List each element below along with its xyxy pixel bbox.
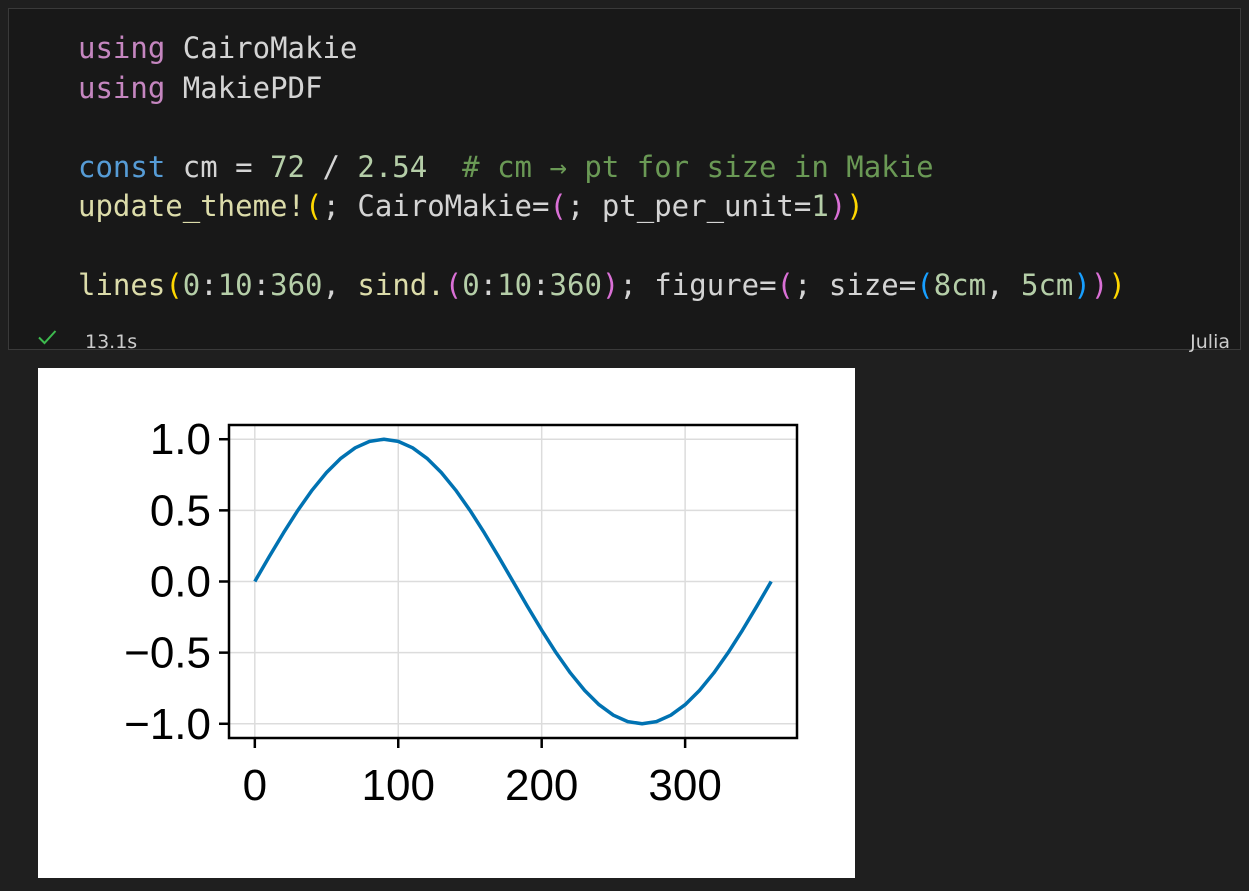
y-tick-label: 1.0 bbox=[150, 415, 211, 464]
code-token: , bbox=[986, 268, 1021, 302]
code-token: using bbox=[78, 31, 166, 65]
code-token: ) bbox=[601, 268, 620, 302]
code-token: 10 bbox=[217, 268, 253, 302]
execution-time: 13.1s bbox=[85, 331, 138, 353]
code-line[interactable]: update_theme!(; CairoMakie=(; pt_per_uni… bbox=[78, 187, 1126, 227]
code-line[interactable]: using MakiePDF bbox=[78, 69, 1126, 109]
cell-status-bar: 13.1s Julia bbox=[9, 318, 1240, 353]
chart-series bbox=[253, 437, 773, 726]
code-line[interactable]: using CairoMakie bbox=[78, 29, 1126, 69]
code-token: : bbox=[200, 268, 218, 302]
code-token: ( bbox=[165, 268, 183, 302]
y-tick-label: 0.5 bbox=[150, 486, 211, 535]
code-token: 360 bbox=[270, 268, 323, 302]
code-token: ; figure= bbox=[619, 268, 777, 302]
code-token: 2.54 bbox=[357, 149, 428, 184]
code-token: using bbox=[78, 70, 166, 105]
code-token: 5cm bbox=[1021, 268, 1074, 302]
checkmark-icon bbox=[38, 330, 57, 345]
code-token: CairoMakie bbox=[165, 31, 358, 65]
code-editor[interactable]: using CairoMakie using MakiePDF const cm =… bbox=[78, 29, 1126, 306]
code-line[interactable] bbox=[78, 227, 1126, 267]
y-tick-label: −0.5 bbox=[124, 629, 211, 678]
code-token: 360 bbox=[549, 268, 602, 302]
code-line[interactable]: const cm = 72 / 2.54 # cm → pt for size … bbox=[78, 148, 1126, 188]
code-token: , bbox=[322, 268, 358, 302]
code-token: cm = bbox=[165, 149, 271, 184]
line-chart: 0 100 200 300 1.0 0.5 0.0 −0.5 −1.0 bbox=[124, 415, 799, 810]
code-token: lines bbox=[78, 268, 166, 302]
chart-ticks: 0 100 200 300 1.0 0.5 0.0 −0.5 −1.0 bbox=[124, 415, 722, 810]
x-tick-label: 100 bbox=[362, 761, 435, 810]
code-token: const bbox=[78, 149, 166, 184]
code-token: ( bbox=[916, 268, 934, 302]
code-token: ) bbox=[1090, 268, 1109, 302]
y-tick-label: −1.0 bbox=[124, 700, 211, 749]
code-token: 72 bbox=[270, 149, 305, 184]
code-token: # cm → pt for size in Makie bbox=[427, 149, 934, 184]
code-token: ( bbox=[549, 189, 567, 223]
code-token: 8cm bbox=[933, 268, 987, 302]
code-token: ( bbox=[444, 268, 463, 302]
y-tick-label: 0.0 bbox=[150, 558, 211, 607]
code-token: ) bbox=[1108, 268, 1126, 302]
x-tick-label: 300 bbox=[648, 761, 721, 810]
code-token: : bbox=[252, 268, 271, 302]
code-token: 0 bbox=[182, 268, 201, 302]
code-token: 1 bbox=[811, 189, 829, 223]
code-token: : bbox=[479, 268, 498, 302]
notebook-cell[interactable]: using CairoMakie using MakiePDF const cm =… bbox=[8, 8, 1241, 353]
code-token: ; pt_per_unit= bbox=[566, 189, 812, 223]
code-token: ) bbox=[1073, 268, 1091, 302]
x-tick-label: 0 bbox=[243, 761, 267, 810]
code-token: ( bbox=[776, 268, 794, 302]
code-token: : bbox=[532, 268, 550, 302]
code-token: ) bbox=[828, 189, 847, 223]
code-token: / bbox=[305, 149, 358, 184]
code-token: MakiePDF bbox=[165, 70, 323, 105]
cell-output: 0 100 200 300 1.0 0.5 0.0 −0.5 −1.0 bbox=[38, 368, 855, 878]
series-line bbox=[253, 437, 773, 726]
code-line[interactable] bbox=[78, 108, 1126, 148]
code-token: sind. bbox=[357, 268, 445, 302]
code-token: ; size= bbox=[794, 268, 917, 302]
language-indicator[interactable]: Julia bbox=[1190, 331, 1230, 353]
code-token: 0 bbox=[462, 268, 480, 302]
code-token: ; CairoMakie= bbox=[322, 189, 550, 223]
code-token: ( bbox=[304, 189, 323, 223]
x-tick-label: 200 bbox=[505, 761, 578, 810]
code-line[interactable]: lines(0:10:360, sind.(0:10:360); figure=… bbox=[78, 266, 1126, 306]
code-token: 10 bbox=[497, 268, 533, 302]
code-token: update_theme! bbox=[78, 189, 305, 223]
code-token: ) bbox=[846, 189, 864, 223]
